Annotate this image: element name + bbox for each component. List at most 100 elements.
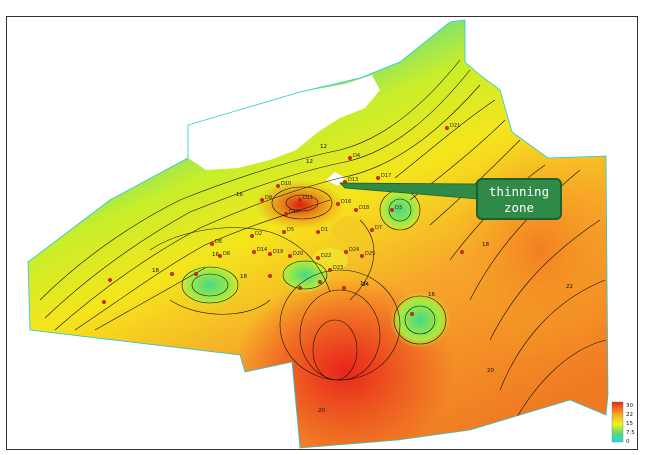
well-dot: [360, 253, 365, 258]
well-dot: [376, 175, 381, 180]
well-label: D1: [321, 227, 328, 233]
well-label: D16: [341, 199, 351, 205]
well-label: D13: [348, 177, 358, 183]
well-dot: [316, 229, 321, 234]
scale-tick-7-5: 7.5: [626, 430, 635, 436]
well-marker: [298, 286, 303, 291]
contour-label-7: 18: [482, 242, 489, 248]
eroded-area: [188, 75, 380, 170]
well-label: D19: [273, 249, 283, 255]
contour-label-2: 12: [306, 159, 313, 165]
well-marker: [101, 300, 106, 305]
well-marker: D5: [282, 227, 294, 234]
well-label: D15: [289, 209, 299, 215]
well-dot: [193, 272, 198, 277]
contour-label-6: 16: [428, 292, 435, 298]
well-label: D18: [359, 205, 369, 211]
well-dot: [282, 229, 287, 234]
contour-label-11: 18: [240, 274, 247, 280]
well-marker: D7: [370, 225, 382, 232]
well-marker: D19: [268, 249, 283, 256]
well-marker: D18: [354, 205, 369, 212]
well-dot: [445, 125, 450, 130]
well-dot: [268, 251, 273, 256]
well-label: D21: [450, 123, 460, 129]
well-label: D11: [303, 195, 313, 201]
well-dot: [249, 233, 254, 238]
well-label: D23: [333, 265, 343, 271]
well-marker: D15: [284, 209, 299, 216]
well-dot: [288, 253, 293, 258]
well-dot: [344, 249, 349, 254]
scale-tick-15: 15: [626, 421, 633, 427]
well-dot: [390, 207, 395, 212]
well-marker: D4: [348, 153, 360, 160]
contour-label-9: 22: [566, 284, 573, 290]
well-label: D9: [265, 195, 272, 201]
thinning-zone-callout: thinning zone: [476, 178, 562, 220]
contour-label-5: 12: [320, 144, 327, 150]
well-label: D20: [293, 251, 303, 257]
well-marker: D16: [336, 199, 351, 206]
well-marker: D11: [298, 195, 313, 202]
well-marker: D23: [328, 265, 343, 273]
well-marker: D14: [251, 247, 267, 254]
well-marker: D25: [360, 251, 375, 258]
well-marker: D17: [376, 173, 391, 180]
well-dot: [370, 227, 375, 232]
callout-line-2: zone: [503, 200, 535, 215]
well-marker: D22: [316, 253, 331, 261]
well-dot: [101, 300, 106, 305]
well-marker: D10: [276, 181, 291, 188]
well-dot: [251, 249, 256, 254]
well-marker: [268, 274, 273, 279]
well-marker: D1: [316, 227, 328, 234]
scale-tick-30: 30: [626, 403, 633, 409]
well-marker: [107, 278, 112, 283]
well-label: D17: [381, 173, 391, 179]
well-dot: [217, 253, 222, 258]
well-dot: [342, 286, 347, 291]
well-dot: [260, 197, 265, 202]
well-label: D25: [365, 251, 375, 257]
well-dot: [209, 241, 214, 246]
well-marker: D2: [249, 231, 262, 238]
well-dot: [316, 256, 321, 261]
contour-label-1: 16: [236, 192, 243, 198]
well-marker: [193, 272, 198, 277]
contour-label-13: 24: [362, 282, 369, 288]
well-marker: [342, 286, 347, 291]
well-marker: [410, 312, 415, 317]
well-marker: [169, 272, 174, 277]
contour-label-10: 16: [360, 281, 367, 287]
contour-label-4: 18: [152, 268, 159, 274]
well-marker: D24: [344, 247, 359, 254]
color-scale-legend: 30 22 15 7.5 0: [611, 401, 635, 445]
well-dot: [268, 274, 273, 279]
well-marker: D9: [260, 195, 272, 202]
well-dot: [169, 272, 174, 277]
well-label: D22: [321, 253, 331, 259]
well-dot: [276, 183, 281, 188]
well-label: D6: [215, 239, 222, 245]
well-marker: D20: [288, 251, 303, 258]
well-marker: D6: [209, 239, 222, 246]
well-dot: [284, 211, 289, 216]
scale-tick-22: 22: [626, 412, 633, 418]
well-dot: [460, 249, 465, 254]
well-label: D24: [349, 247, 359, 253]
well-label: D10: [281, 181, 291, 187]
well-dot: [354, 207, 359, 212]
contour-value-labels: 16 12 16 18 12 16 18 20 22 16 18 20 24: [152, 144, 573, 414]
color-scale-bar: [611, 401, 624, 443]
well-dot: [348, 155, 353, 160]
well-label: D7: [375, 225, 382, 231]
contour-label-12: 20: [318, 408, 325, 414]
well-dot: [336, 201, 341, 206]
well-marker: D8: [217, 251, 230, 258]
callout-line-1: thinning: [488, 184, 550, 199]
scale-tick-0: 0: [626, 439, 630, 445]
thickness-surface: [28, 20, 608, 448]
well-label: D4: [353, 153, 360, 159]
well-marker: [460, 249, 465, 254]
